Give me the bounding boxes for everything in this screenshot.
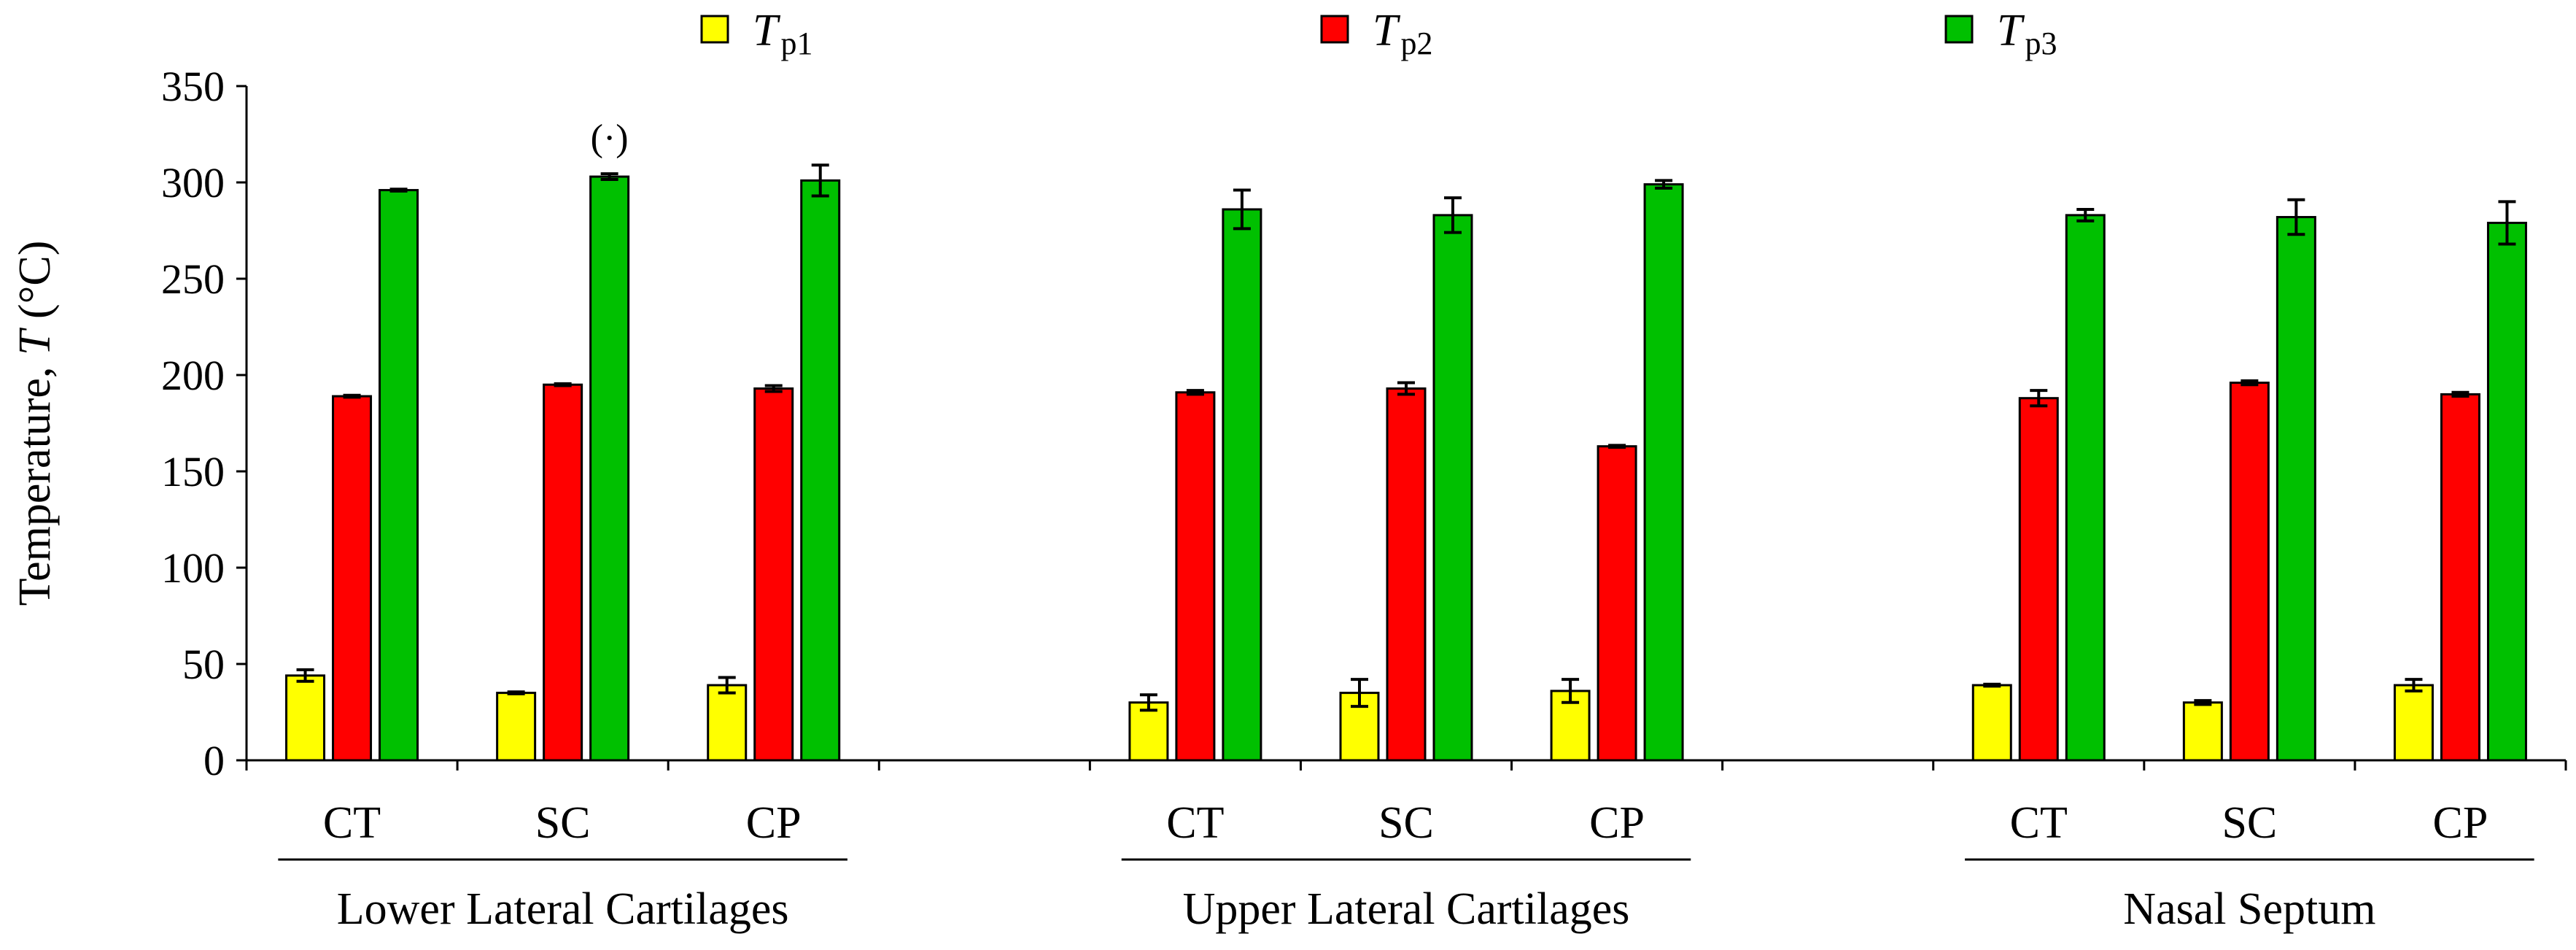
legend-label-tp3: Tp3 [1997,6,2057,61]
group-label: Lower Lateral Cartilages [337,884,789,934]
bar-tp2 [2440,393,2480,762]
bar-tp1 [2182,701,2223,762]
y-tick-label: 250 [161,255,225,303]
bar-tp1 [707,684,748,762]
bar-tp2 [753,387,794,762]
category-label: CP [2433,798,2488,848]
bar-tp3 [1432,214,1473,762]
bar-tp2 [1597,445,1637,762]
y-axis-title: Temperature, T (°C) [10,241,60,606]
category-label: CT [2010,798,2068,848]
bar-tp1 [1971,684,2012,762]
bar-tp1 [2393,684,2434,762]
group-label: Nasal Septum [2123,884,2375,934]
legend-label-tp1: Tp1 [753,6,812,61]
bar-tp3 [1222,208,1262,762]
bar-tp3 [2065,214,2106,762]
bar-tp2 [543,383,583,762]
bar-tp3 [1643,183,1684,762]
bar-tp2 [2229,382,2270,762]
y-tick-label: 0 [203,737,225,784]
category-label: SC [1378,798,1434,848]
bar-tp2 [1175,391,1216,762]
y-tick-label: 150 [161,448,225,495]
bar-tp2 [1386,387,1427,762]
category-label: CT [323,798,381,848]
y-tick-label: 100 [161,544,225,592]
bar-tp2 [332,395,373,762]
bar-tp3 [379,189,419,762]
legend-swatch-tp2 [1320,15,1349,44]
bar-tp1 [496,692,537,762]
bar-tp1 [1128,701,1169,762]
y-tick-label: 200 [161,352,225,399]
legend-label-tp2: Tp2 [1373,6,1432,61]
group-label: Upper Lateral Cartilages [1183,884,1630,934]
category-label: CT [1166,798,1224,848]
category-label: CP [1589,798,1645,848]
y-tick-label: 50 [182,641,225,688]
category-label: CP [746,798,802,848]
bar-tp2 [2018,397,2059,762]
legend-swatch-tp1 [700,15,729,44]
bar-tp3 [2486,221,2527,762]
bar-tp3 [2276,216,2316,762]
bar-tp1 [285,674,326,762]
category-label: SC [2222,798,2277,848]
category-label: SC [535,798,591,848]
legend-swatch-tp3 [1944,15,1974,44]
bar-tp3 [800,179,841,762]
y-tick-label: 350 [161,63,225,110]
bar-tp3 [589,175,630,762]
significance-annotation: (·) [591,117,629,159]
y-tick-label: 300 [161,159,225,206]
